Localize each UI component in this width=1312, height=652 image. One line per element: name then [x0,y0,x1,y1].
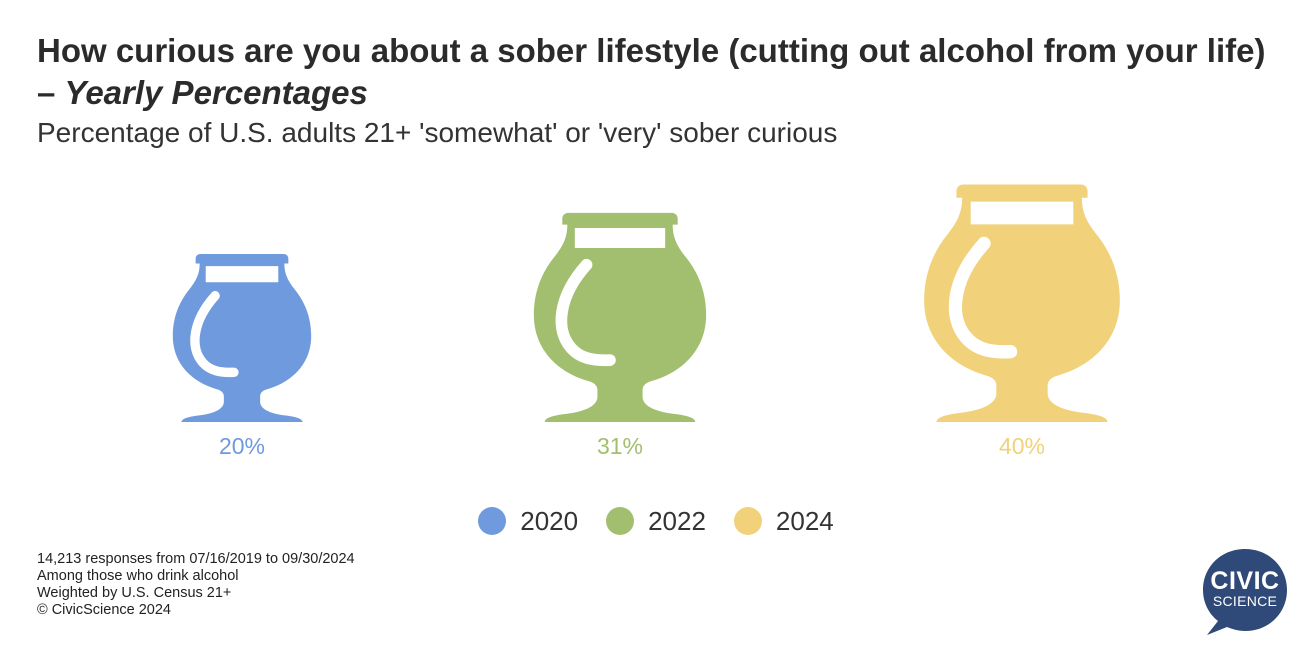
chart-subtitle: Percentage of U.S. adults 21+ 'somewhat'… [37,117,838,148]
legend-dot [733,507,762,535]
value-label-2024: 40% [999,433,1045,459]
glass-bar-2020 [172,254,312,422]
footnote-copyright: © CivicScience 2024 [37,602,171,618]
legend: 2020 2022 2024 [0,503,1312,539]
glass-rim [970,201,1074,225]
speech-bubble-icon [1203,549,1287,635]
chart-title-main: How curious are you about a sober lifest… [37,32,1266,111]
logo-text-civic: CIVIC [1210,567,1280,595]
civicscience-logo: CIVIC SCIENCE [1200,547,1290,637]
glass-highlight [948,236,1018,359]
legend-dot [606,507,635,535]
logo-text-science: SCIENCE [1212,593,1278,609]
glass-bar-2022 [533,212,707,422]
footnote-responses: 14,213 responses from 07/16/2019 to 09/3… [37,551,355,567]
footnote-weighting: Weighted by U.S. Census 21+ [37,585,232,601]
footnotes: 14,213 responses from 07/16/2019 to 09/3… [37,551,355,619]
glass-highlight [190,290,239,378]
chart-title-italic: Yearly Percentages [64,74,368,111]
glass-icon [533,212,707,422]
value-label-2022: 31% [597,433,643,459]
legend-label: 2022 [648,505,706,536]
legend-label: 2024 [775,505,834,536]
glass-highlight [555,258,616,367]
chart-title: How curious are you about a sober lifest… [37,30,1277,114]
glass-icon [924,184,1120,422]
footnote-population: Among those who drink alcohol [37,568,239,584]
glass-bar-2024 [924,184,1120,422]
legend-label: 2020 [520,505,579,536]
legend-item-2020: 2020 [478,506,578,537]
legend-item-2022: 2022 [606,506,706,537]
glass-icon [172,254,312,422]
legend-dot [478,507,507,535]
glass-rim [205,266,279,283]
value-label-2020: 20% [219,433,265,459]
glass-rim [574,227,666,249]
legend-item-2024: 2024 [733,505,834,537]
